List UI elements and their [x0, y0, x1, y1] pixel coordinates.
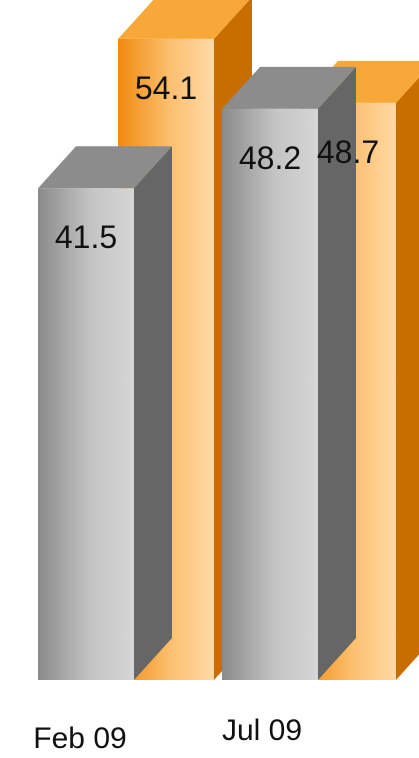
bar-top: [38, 146, 172, 189]
data-label: 54.1: [135, 70, 197, 106]
category-labels: Feb 09 Jul 09: [33, 714, 302, 755]
bar-top: [118, 0, 250, 39]
category-label: Jul 09: [222, 714, 302, 747]
bar-side: [396, 77, 419, 680]
labels-layer: 54.1 48.7 41.5 48.2: [55, 70, 379, 255]
bar-front: [222, 108, 318, 680]
bar-front: [38, 188, 134, 680]
data-label: 48.7: [317, 134, 379, 170]
bar-feb-09-series-2: [38, 146, 172, 681]
data-label: 41.5: [55, 219, 117, 255]
bar-side: [134, 146, 172, 681]
bar-top: [222, 66, 356, 109]
bar-jul-09-series-2: [222, 66, 356, 680]
category-label: Feb 09: [33, 722, 126, 755]
bar-side: [318, 66, 356, 680]
bars-layer: [38, 0, 419, 681]
data-label: 48.2: [239, 140, 301, 176]
